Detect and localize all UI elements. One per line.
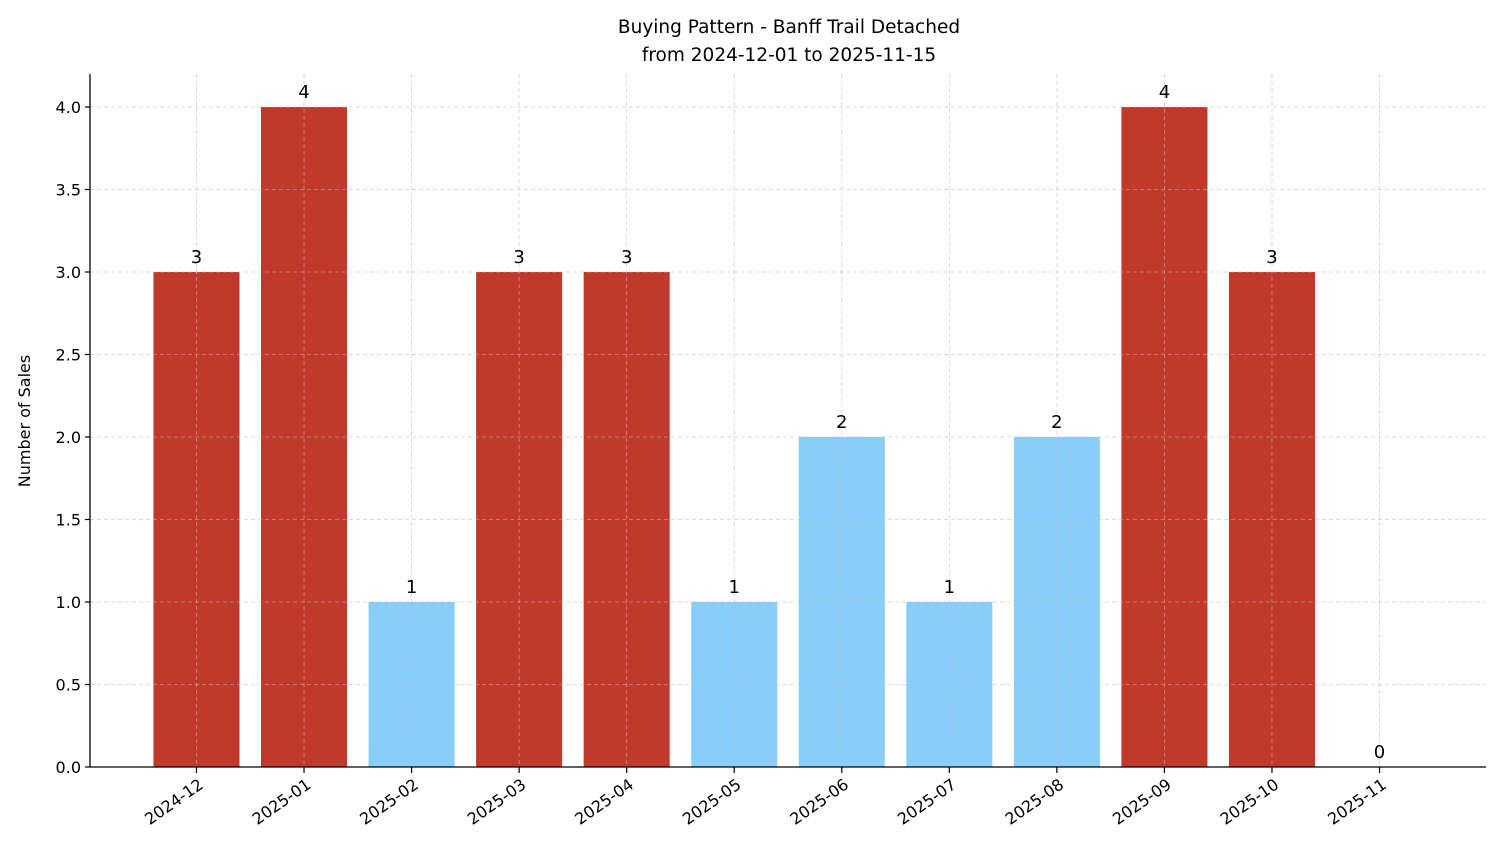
data-labels: 3 4 1 3 3 1 2 1 2 4 3 0 bbox=[191, 82, 1386, 763]
chart-subtitle: from 2024-12-01 to 2025-11-15 bbox=[642, 45, 936, 66]
y-tick-label: 1.0 bbox=[56, 593, 81, 612]
x-tick-label: 2025-10 bbox=[1217, 775, 1283, 829]
x-tick-label: 2025-08 bbox=[1002, 775, 1068, 829]
y-tick-label: 1.5 bbox=[56, 511, 81, 530]
x-tick-label: 2025-02 bbox=[356, 775, 422, 829]
y-tick-label: 2.0 bbox=[56, 428, 81, 447]
data-label: 2 bbox=[836, 412, 847, 433]
data-label: 4 bbox=[298, 82, 309, 103]
data-label: 4 bbox=[1159, 82, 1170, 103]
chart-title: Buying Pattern - Banff Trail Detached bbox=[618, 17, 960, 38]
y-tick-label: 3.5 bbox=[56, 181, 81, 200]
x-tick-label: 2025-01 bbox=[249, 775, 315, 829]
data-label: 2 bbox=[1051, 412, 1062, 433]
x-tick-label: 2025-05 bbox=[679, 775, 745, 829]
y-tick-label: 0.0 bbox=[56, 758, 81, 777]
data-label: 1 bbox=[728, 577, 739, 598]
x-tick-label: 2025-03 bbox=[464, 775, 530, 829]
data-label: 3 bbox=[513, 247, 524, 268]
data-label: 3 bbox=[1266, 247, 1277, 268]
data-label: 0 bbox=[1374, 742, 1385, 763]
data-label: 3 bbox=[621, 247, 632, 268]
data-label: 1 bbox=[944, 577, 955, 598]
y-tick-label: 3.0 bbox=[56, 263, 81, 282]
y-axis-label: Number of Sales bbox=[15, 355, 34, 487]
data-label: 3 bbox=[191, 247, 202, 268]
x-tick-label: 2025-04 bbox=[571, 775, 637, 829]
data-label: 1 bbox=[406, 577, 417, 598]
x-tick-label: 2025-07 bbox=[894, 775, 960, 829]
y-tick-label: 4.0 bbox=[56, 98, 81, 117]
y-tick-label: 0.5 bbox=[56, 676, 81, 695]
y-tick-label: 2.5 bbox=[56, 346, 81, 365]
x-tick-label: 2025-09 bbox=[1109, 775, 1175, 829]
x-tick-label: 2025-06 bbox=[786, 775, 852, 829]
x-tick-label: 2024-12 bbox=[141, 775, 207, 829]
x-tick-label: 2025-11 bbox=[1324, 775, 1390, 829]
